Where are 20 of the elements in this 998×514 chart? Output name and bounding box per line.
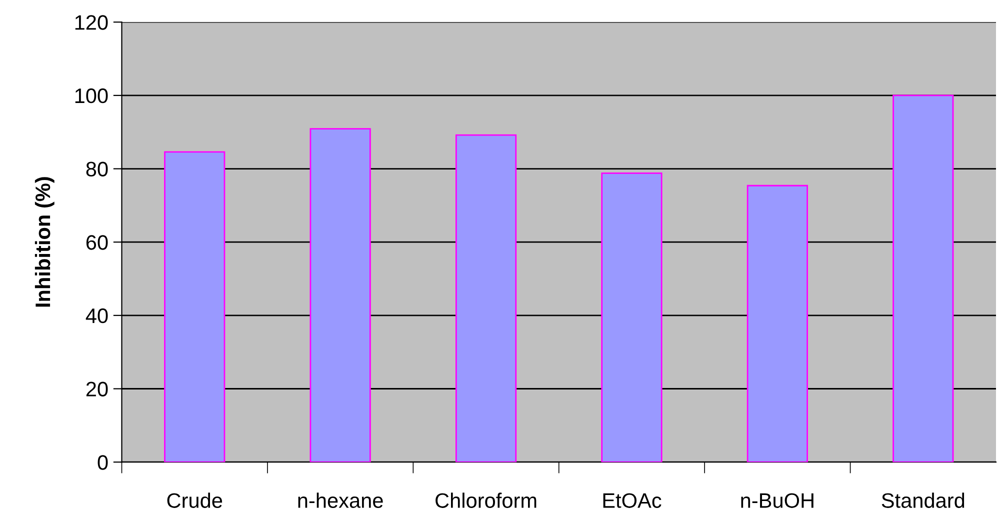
x-tick-label: Crude — [167, 492, 222, 508]
y-tick-label: 40 — [86, 308, 108, 324]
x-tick-label: n-BuOH — [741, 493, 814, 508]
bar — [892, 94, 954, 462]
y-tick-label: 20 — [86, 382, 108, 397]
x-tick-label: n-hexane — [298, 492, 383, 508]
y-tick-label: 0 — [98, 455, 108, 470]
y-tick-label: 80 — [86, 162, 108, 177]
y-tick-label: 120 — [75, 15, 108, 30]
y-tick-label: 60 — [86, 235, 108, 250]
y-tick-label: 100 — [75, 88, 108, 104]
bar — [746, 184, 808, 462]
x-tick-label: EtOAc — [603, 493, 662, 508]
x-tick-label: Chloroform — [436, 492, 536, 508]
x-tick-label: Standard — [882, 492, 964, 508]
y-axis-title: Inhibition (%) — [34, 177, 54, 307]
bar — [310, 128, 371, 462]
bar — [601, 172, 662, 462]
bar — [455, 134, 517, 462]
bar — [164, 151, 226, 462]
